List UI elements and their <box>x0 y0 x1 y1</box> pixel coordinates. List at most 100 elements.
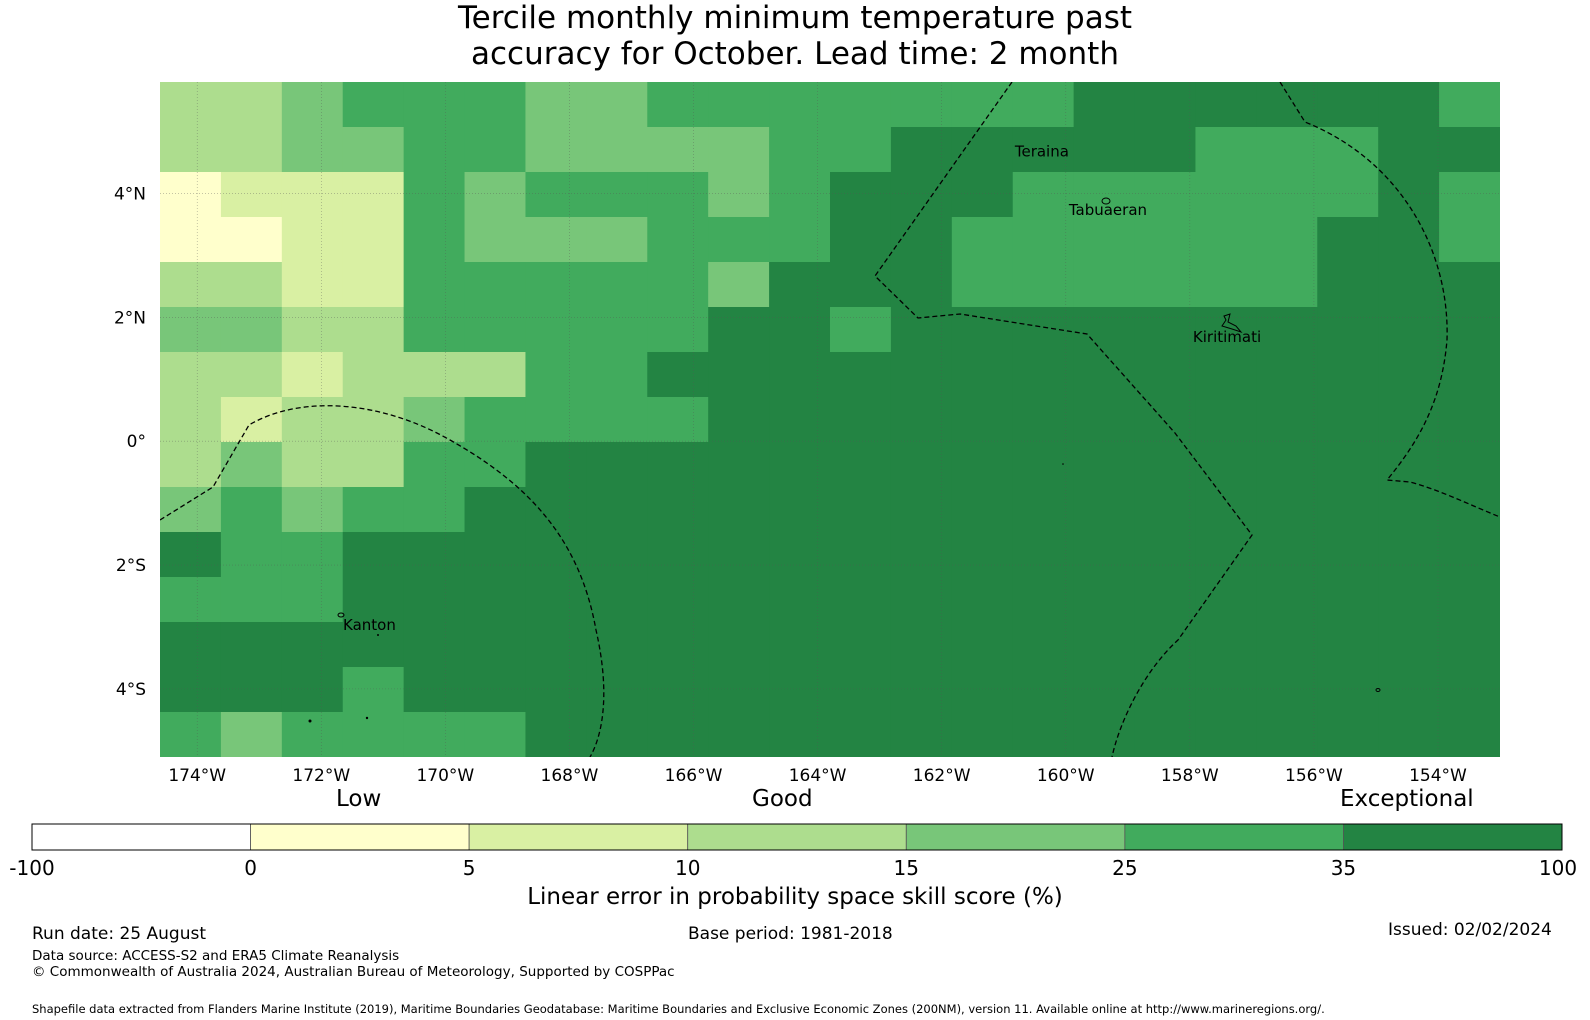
grid-cell <box>160 487 222 533</box>
grid-cell <box>586 577 648 623</box>
place-labels: Teraina Tabuaeran Kiritimati Kanton <box>343 142 1261 634</box>
grid-cell <box>647 352 709 398</box>
grid-cell <box>890 622 953 668</box>
grid-cell <box>708 352 770 398</box>
grid-cell <box>830 532 892 578</box>
grid-cell <box>1012 82 1075 128</box>
grid-cell <box>220 307 283 353</box>
grid-cell <box>647 442 709 488</box>
grid-cell <box>464 532 527 578</box>
grid-cell <box>1195 262 1257 308</box>
grid-cell <box>1134 667 1197 713</box>
grid-cell <box>342 262 405 308</box>
grid-cell <box>586 352 648 398</box>
grid-cell <box>525 307 587 353</box>
grid-cell <box>1195 622 1257 668</box>
grid-cell <box>1317 577 1379 623</box>
grid-cell <box>1012 127 1075 173</box>
grid-cell <box>890 532 953 578</box>
grid-cell <box>1439 397 1500 443</box>
grid-cell <box>1439 622 1500 668</box>
grid-cell <box>1439 577 1500 623</box>
issued-date: Issued: 02/02/2024 <box>1388 920 1552 940</box>
grid-cell <box>1317 82 1379 128</box>
grid-cell <box>890 442 953 488</box>
grid-cell <box>1439 442 1500 488</box>
islands <box>308 197 1381 723</box>
grid-cell <box>647 82 709 128</box>
grid-cell <box>769 532 831 578</box>
base-period: Base period: 1981-2018 <box>688 924 893 944</box>
colorbar <box>31 823 1563 851</box>
grid-cell <box>1378 172 1440 218</box>
lon-tick-label: 158°W <box>1161 766 1219 786</box>
grid-cell <box>951 667 1014 713</box>
grid-cell <box>769 262 831 308</box>
grid-cell <box>708 487 770 533</box>
grid-cell <box>403 307 466 353</box>
grid-cell <box>160 217 222 263</box>
island-shape <box>1375 688 1381 692</box>
grid-cell <box>586 217 648 263</box>
grid-cell <box>1134 352 1197 398</box>
grid-cell <box>647 127 709 173</box>
grid-cell <box>647 712 709 757</box>
grid-cell <box>1317 712 1379 757</box>
grid-cell <box>464 217 527 263</box>
grid-cell <box>160 712 222 757</box>
grid-cell <box>1073 82 1136 128</box>
grid-cell <box>1012 577 1075 623</box>
grid-cell <box>1073 172 1136 218</box>
grid-cell <box>160 532 222 578</box>
grid-cell <box>1134 217 1197 263</box>
grid-cell <box>281 127 344 173</box>
grid-cell <box>1317 667 1379 713</box>
grid-cell <box>951 712 1014 757</box>
grid-cell <box>1317 307 1379 353</box>
lon-tick-label: 174°W <box>168 766 226 786</box>
lat-tick-label: 2°N <box>114 308 146 328</box>
grid-cell <box>586 307 648 353</box>
grid-cell <box>1378 622 1440 668</box>
grid-cell <box>1012 667 1075 713</box>
grid-cell <box>1195 397 1257 443</box>
grid-cell <box>464 397 527 443</box>
grid-cell <box>464 352 527 398</box>
grid-cell <box>464 82 527 128</box>
lon-tick-label: 160°W <box>1037 766 1095 786</box>
grid-cell <box>1378 82 1440 128</box>
grid-cell <box>830 487 892 533</box>
lon-tick-label: 156°W <box>1285 766 1343 786</box>
grid-cell <box>830 307 892 353</box>
grid-cell <box>586 397 648 443</box>
grid-cell <box>1012 622 1075 668</box>
grid-cell <box>769 307 831 353</box>
grid-cell <box>1134 397 1197 443</box>
grid-cell <box>1317 622 1379 668</box>
grid-cell <box>1073 712 1136 757</box>
grid-cell <box>647 397 709 443</box>
grid-cell <box>586 442 648 488</box>
grid-cell <box>647 487 709 533</box>
grid-cell <box>342 577 405 623</box>
grid-cell <box>951 397 1014 443</box>
grid-cell <box>281 262 344 308</box>
grid-cell <box>769 667 831 713</box>
grid-cell <box>1073 487 1136 533</box>
grid-cell <box>525 532 587 578</box>
island-shape <box>1062 463 1064 465</box>
grid-cell <box>951 262 1014 308</box>
grid-cell <box>1073 397 1136 443</box>
grid-cell <box>890 577 953 623</box>
grid-cell <box>464 262 527 308</box>
grid-cell <box>1439 82 1500 128</box>
grid-cell <box>220 622 283 668</box>
grid-cell <box>1134 262 1197 308</box>
lat-tick-label: 4°S <box>116 680 146 700</box>
grid-cell <box>1378 667 1440 713</box>
grid-cell <box>708 172 770 218</box>
grid-cell <box>1439 532 1500 578</box>
grid-cell <box>1256 217 1318 263</box>
grid-cell <box>464 577 527 623</box>
